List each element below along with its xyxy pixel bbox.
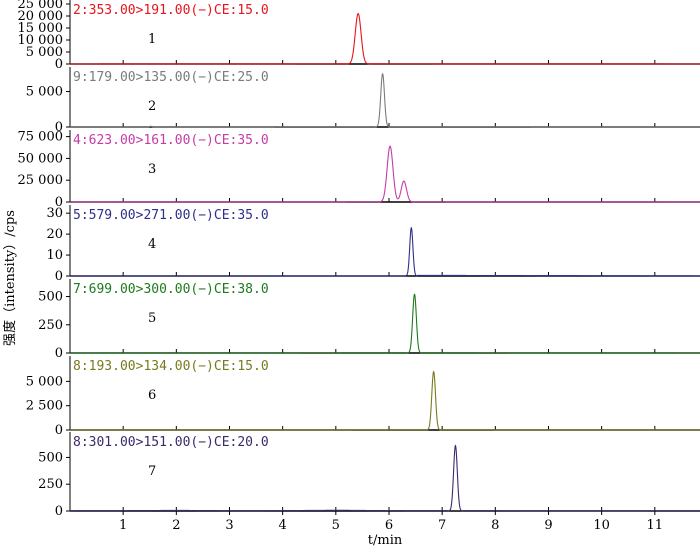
x-tick-label: 8 [491,518,499,533]
panel-title: 9:179.00>135.00(−)CE:25.0 [73,70,269,85]
y-tick-label: 0 [55,504,63,519]
x-axis-title: t/min [368,533,403,547]
panel-5: 0 250 500 7:699.00>300.00(−)CE:38.0 5 [38,279,700,361]
y-tick-label: 0 [55,57,63,72]
y-tick-label: 50 000 [18,151,64,166]
x-tick-label: 1 [119,518,127,533]
x-tick-label: 6 [385,518,393,533]
panel-3: 0 25 000 50 000 75 000 4:623.00>161.00(−)CE:… [18,130,700,210]
y-tick-label: 0 [55,195,63,210]
panel-title: 8:193.00>134.00(−)CE:15.0 [73,359,269,374]
x-tick-label: 7 [438,518,446,533]
y-tick-label: 15 000 [18,21,64,36]
x-tick-label: 9 [544,518,552,533]
y-tick-label: 10 000 [18,33,64,48]
y-tick-label: 25 000 [18,0,64,12]
y-tick-label: 500 [38,290,63,305]
panel-number: 7 [148,464,156,479]
y-tick-label: 0 [55,120,63,135]
y-tick-label: 25 000 [18,173,64,188]
x-axis: 1 2 3 4 5 6 7 8 9 10 11 [119,511,663,533]
y-tick-label: 0 [55,269,63,284]
panel-6: 0 2 500 5 000 8:193.00>134.00(−)CE:15.0 6 [26,356,700,438]
y-tick-label: 250 [38,318,63,333]
panel-number: 1 [148,32,156,47]
panel-number: 6 [148,388,156,403]
y-tick-label: 20 000 [18,9,64,24]
panel-number: 5 [148,311,156,326]
x-tick-label: 11 [647,518,664,533]
series-trace-6 [70,370,700,431]
panel-7: 0 250 500 8:301.00>151.00(−)CE:20.0 7 [38,432,700,519]
series-trace-7 [69,444,700,512]
y-axis-title: 强度（intensity）/cps [2,210,18,346]
x-tick-label: 4 [279,518,287,533]
y-tick-label: 5 000 [26,374,63,389]
panel-title: 4:623.00>161.00(−)CE:35.0 [73,133,269,148]
panel-title: 2:353.00>191.00(−)CE:15.0 [73,3,269,18]
y-tick-label: 2 500 [26,399,63,414]
x-tick-label: 5 [332,518,340,533]
series-trace-2 [70,72,700,128]
panel-4: 0 10 20 30 5:579.00>271.00(−)CE:35.0 4 [46,205,700,284]
series-trace-4 [70,226,700,277]
y-tick-label: 5 000 [26,45,63,60]
y-tick-label: 30 [46,206,63,221]
panel-number: 4 [148,237,156,252]
y-tick-label: 10 [46,248,63,263]
x-tick-label: 3 [225,518,233,533]
y-tick-label: 500 [38,450,63,465]
x-tick-label: 2 [172,518,180,533]
y-tick-label: 5 000 [26,85,63,100]
panel-title: 8:301.00>151.00(−)CE:20.0 [73,435,269,450]
y-tick-label: 250 [38,477,63,492]
series-trace-5 [70,293,700,354]
panel-title: 7:699.00>300.00(−)CE:38.0 [73,282,269,297]
y-tick-label: 0 [55,346,63,361]
x-tick-label: 10 [593,518,610,533]
panel-number: 3 [148,162,156,177]
panel-number: 2 [148,99,156,114]
series-trace-3 [70,145,700,203]
panel-2: 0 5 000 9:179.00>135.00(−)CE:25.0 2 [26,67,700,135]
y-tick-label: 0 [55,423,63,438]
y-tick-label: 75 000 [18,130,64,145]
y-tick-label: 20 [46,227,63,242]
panel-title: 5:579.00>271.00(−)CE:35.0 [73,208,269,223]
series-trace-1 [70,12,700,65]
